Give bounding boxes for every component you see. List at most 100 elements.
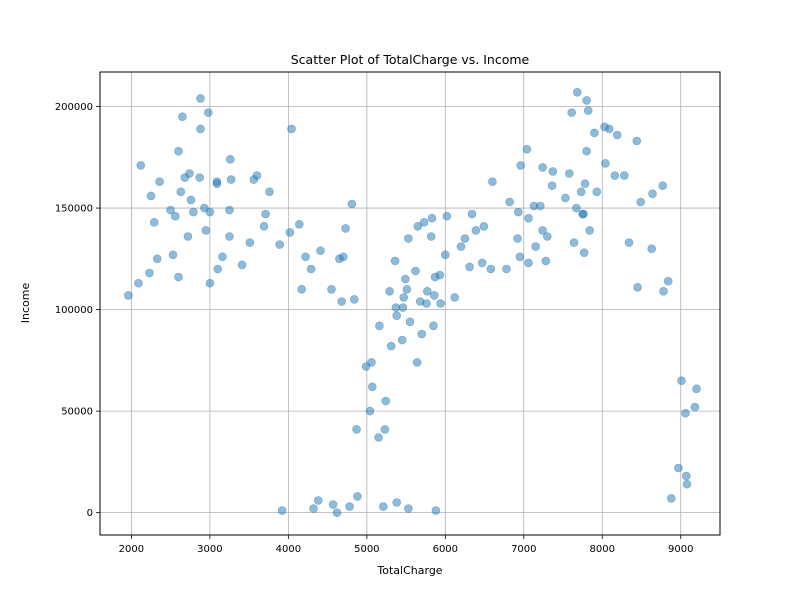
data-point <box>146 191 156 201</box>
data-point <box>636 197 646 207</box>
data-point <box>419 218 429 227</box>
data-point <box>576 187 586 197</box>
data-point <box>460 234 470 243</box>
data-point <box>427 213 437 223</box>
data-point <box>522 144 532 154</box>
data-point <box>213 264 222 274</box>
data-point <box>225 232 234 241</box>
data-point <box>547 181 557 190</box>
data-point <box>367 358 376 367</box>
data-point <box>402 284 412 294</box>
data-point <box>505 197 515 207</box>
data-point <box>397 335 407 345</box>
data-point <box>380 425 390 434</box>
data-point <box>275 240 285 249</box>
data-point <box>328 500 338 509</box>
data-point <box>488 177 497 186</box>
data-point <box>516 161 526 170</box>
data-point <box>327 284 336 294</box>
data-point <box>442 211 452 221</box>
y-axis-label: Income <box>19 283 32 324</box>
data-point <box>440 250 450 260</box>
data-point <box>690 402 700 412</box>
data-point <box>592 187 602 197</box>
data-point <box>196 124 205 134</box>
x-tick-label: 6000 <box>433 544 458 555</box>
data-point <box>431 506 441 515</box>
data-point <box>582 146 591 156</box>
data-point <box>569 238 579 247</box>
data-point <box>347 199 357 209</box>
data-point <box>183 232 193 241</box>
data-point <box>561 193 570 203</box>
data-point <box>367 382 377 392</box>
data-point <box>682 479 692 489</box>
data-point <box>294 220 304 229</box>
data-point <box>166 205 175 215</box>
data-point <box>332 508 342 518</box>
data-point <box>218 252 227 262</box>
data-point <box>174 272 183 282</box>
data-point <box>585 226 595 235</box>
x-tick-label: 2000 <box>119 544 144 555</box>
data-point <box>375 321 384 331</box>
data-point <box>153 254 162 264</box>
data-point <box>201 226 211 235</box>
data-point <box>632 136 642 146</box>
data-point <box>610 171 620 180</box>
data-point <box>579 248 589 257</box>
data-point <box>412 358 422 367</box>
data-point <box>136 161 146 170</box>
data-point <box>513 234 522 243</box>
data-point <box>374 433 383 442</box>
data-point <box>381 396 391 406</box>
data-point <box>259 222 269 231</box>
data-point <box>422 286 432 296</box>
data-point <box>450 293 460 302</box>
data-point <box>178 112 187 121</box>
data-point <box>535 201 545 211</box>
data-points <box>124 88 701 518</box>
data-point <box>578 209 588 219</box>
data-point <box>285 228 295 237</box>
data-point <box>648 189 657 199</box>
data-point <box>681 471 691 481</box>
data-point <box>249 175 259 184</box>
data-point <box>411 266 420 276</box>
data-point <box>502 264 511 274</box>
y-tick-label: 50000 <box>61 407 93 418</box>
data-point <box>225 205 234 215</box>
data-point <box>674 463 683 473</box>
data-point <box>677 376 686 386</box>
data-point <box>659 286 668 296</box>
y-tick-label: 150000 <box>55 204 93 215</box>
data-point <box>413 222 423 231</box>
data-point <box>180 173 190 182</box>
data-point <box>681 408 690 418</box>
data-point <box>392 498 402 507</box>
data-point <box>168 250 178 260</box>
data-point <box>245 238 255 247</box>
data-point <box>580 179 590 188</box>
data-point <box>134 278 143 288</box>
data-point <box>647 244 657 253</box>
y-tick-label: 0 <box>87 508 93 519</box>
data-point <box>619 171 629 180</box>
data-point <box>352 425 361 434</box>
data-point <box>417 329 427 339</box>
data-point <box>391 303 401 312</box>
data-point <box>353 492 362 501</box>
plot-area <box>100 72 720 535</box>
data-point <box>583 106 593 115</box>
data-point <box>390 256 400 266</box>
data-point <box>205 207 215 217</box>
data-point <box>196 94 205 103</box>
data-point <box>174 146 183 156</box>
x-tick-label: 3000 <box>197 544 222 555</box>
x-axis-label: TotalCharge <box>376 564 442 577</box>
data-point <box>176 187 186 197</box>
data-point <box>309 504 318 513</box>
data-point <box>204 108 213 117</box>
data-point <box>658 181 668 190</box>
